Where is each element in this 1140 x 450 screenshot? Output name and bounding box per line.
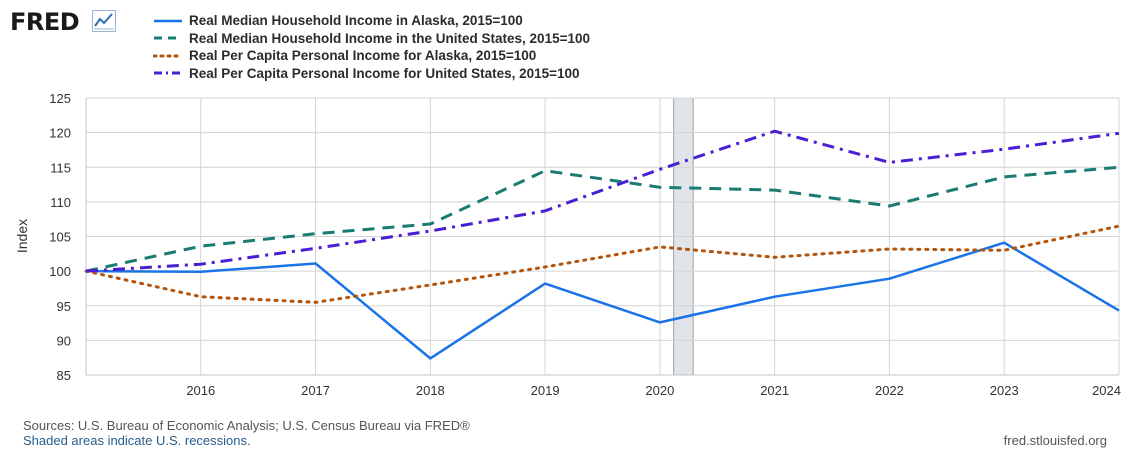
legend-swatch-4 bbox=[154, 71, 182, 75]
chart-legend: Real Median Household Income in Alaska, … bbox=[153, 12, 590, 82]
source-note: Sources: U.S. Bureau of Economic Analysi… bbox=[23, 418, 470, 433]
series-line-4 bbox=[85, 129, 1120, 273]
x-tick-label-2018: 2018 bbox=[416, 383, 445, 398]
line-chart-icon bbox=[92, 10, 116, 32]
x-tick-label-2021: 2021 bbox=[760, 383, 789, 398]
legend-item-1[interactable]: Real Median Household Income in Alaska, … bbox=[153, 12, 590, 30]
y-axis-label: Index bbox=[14, 219, 30, 253]
y-tick-label-110: 110 bbox=[50, 195, 71, 210]
y-tick-label-90: 90 bbox=[57, 333, 71, 348]
x-tick-label-2023: 2023 bbox=[990, 383, 1019, 398]
legend-item-3[interactable]: Real Per Capita Personal Income for Alas… bbox=[153, 47, 590, 65]
y-tick-label-100: 100 bbox=[49, 264, 71, 279]
x-tick-label-2019: 2019 bbox=[531, 383, 560, 398]
legend-label-real-median-household-income-in-alaska-2: Real Median Household Income in Alaska, … bbox=[189, 13, 523, 29]
legend-label-real-per-capita-personal-income-for-alas: Real Per Capita Personal Income for Alas… bbox=[189, 48, 537, 64]
y-tick-label-85: 85 bbox=[57, 368, 71, 383]
x-tick-label-2016: 2016 bbox=[186, 383, 215, 398]
series-line-1 bbox=[85, 241, 1120, 360]
x-tick-label-2022: 2022 bbox=[875, 383, 904, 398]
y-tick-label-105: 105 bbox=[49, 230, 71, 245]
y-tick-label-125: 125 bbox=[49, 91, 71, 106]
legend-label-real-per-capita-personal-income-for-unit: Real Per Capita Personal Income for Unit… bbox=[189, 65, 580, 81]
fred-logo[interactable]: FRED bbox=[10, 8, 80, 36]
x-tick-label-2024: 2024 bbox=[1092, 383, 1121, 398]
gridlines bbox=[86, 97, 1120, 376]
chart-footer: Sources: U.S. Bureau of Economic Analysi… bbox=[23, 418, 470, 448]
y-tick-label-120: 120 bbox=[49, 126, 71, 141]
recession-note[interactable]: Shaded areas indicate U.S. recessions. bbox=[23, 433, 251, 448]
x-tick-label-2020: 2020 bbox=[645, 383, 674, 398]
chart-header: FRED Real Median Household Income in Ala… bbox=[8, 6, 1128, 86]
line-chart: 85 90 95 100 105 110 115 120 125 2016 2017 2018 2019… bbox=[14, 91, 1121, 398]
x-tick-label-2017: 2017 bbox=[301, 383, 330, 398]
site-link[interactable]: fred.stlouisfed.org bbox=[1003, 433, 1107, 448]
y-tick-label-95: 95 bbox=[57, 299, 71, 314]
series-line-2 bbox=[85, 165, 1120, 273]
legend-swatch-2 bbox=[154, 36, 182, 40]
legend-item-2[interactable]: Real Median Household Income in the Unit… bbox=[153, 30, 590, 48]
series-line-3 bbox=[84, 224, 1121, 304]
legend-item-4[interactable]: Real Per Capita Personal Income for Unit… bbox=[153, 65, 590, 83]
y-tick-label-115: 115 bbox=[50, 160, 71, 175]
series-lines bbox=[84, 129, 1121, 360]
legend-label-real-median-household-income-in-the-unit: Real Median Household Income in the Unit… bbox=[189, 30, 590, 46]
legend-swatch-1 bbox=[154, 19, 182, 22]
axes: 85 90 95 100 105 110 115 120 125 2016 2017 2018 2019… bbox=[49, 91, 1121, 398]
legend-swatch-3 bbox=[153, 54, 183, 58]
